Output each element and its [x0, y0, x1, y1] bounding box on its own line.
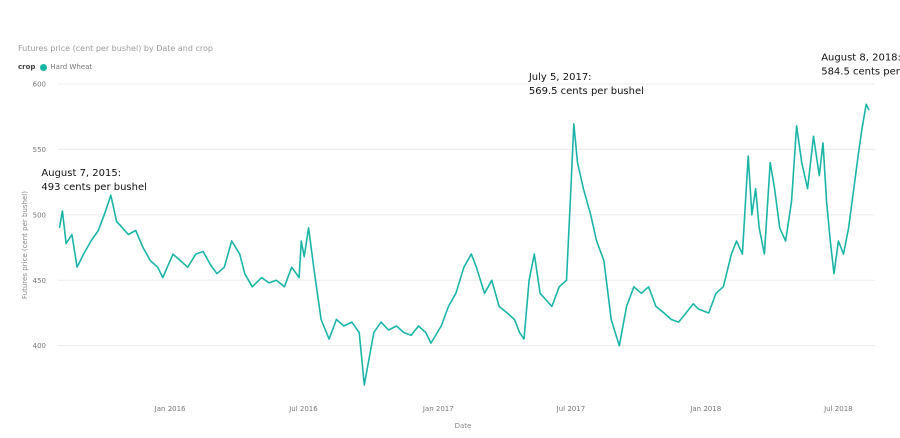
series-line-hard-wheat[interactable] — [58, 103, 870, 386]
x-tick-label: Jul 2018 — [823, 405, 853, 413]
y-tick-label: 450 — [33, 277, 46, 285]
x-tick-label: Jul 2017 — [556, 405, 586, 413]
legend-entry-hard-wheat[interactable]: Hard Wheat — [50, 63, 93, 71]
annotation-2: July 5, 2017: 569.5 cents per bushel — [528, 72, 644, 97]
x-tick-label: Jan 2018 — [689, 405, 721, 413]
y-axis-label: Futures price (cent per bushel) — [21, 191, 29, 299]
x-tick-label: Jan 2016 — [154, 405, 186, 413]
gridlines — [58, 83, 875, 347]
y-tick-label: 550 — [33, 146, 46, 154]
y-tick-label: 600 — [33, 81, 46, 89]
annotation-date: August 8, 2018: — [821, 52, 900, 63]
annotation-value: 569.5 cents per bushel — [529, 86, 644, 97]
legend-swatch-icon — [40, 63, 48, 71]
y-tick-label: 500 — [33, 211, 46, 219]
legend: crop Hard Wheat — [18, 63, 92, 71]
x-axis: Jan 2016 Jul 2016 Jan 2017 Jul 2017 Jan 2018… — [154, 405, 853, 413]
annotation-3: August 8, 2018: 584.5 cents per bushel — [821, 52, 900, 77]
y-tick-label: 400 — [33, 342, 46, 350]
annotation-date: August 7, 2015: — [41, 168, 121, 179]
legend-title: crop — [18, 63, 36, 71]
chart-title: Futures price (cent per bushel) by Date … — [18, 44, 213, 53]
annotation-value: 493 cents per bushel — [41, 182, 147, 193]
annotations: August 7, 2015: 493 cents per bushel July … — [41, 52, 900, 193]
y-axis: 400 450 500 550 600 — [33, 81, 46, 351]
x-axis-label: Date — [455, 422, 472, 430]
annotation-value: 584.5 cents per bushel — [821, 66, 900, 77]
annotation-1: August 7, 2015: 493 cents per bushel — [41, 168, 147, 193]
x-tick-label: Jan 2017 — [422, 405, 454, 413]
annotation-date: July 5, 2017: — [528, 72, 592, 83]
x-tick-label: Jul 2016 — [288, 405, 318, 413]
